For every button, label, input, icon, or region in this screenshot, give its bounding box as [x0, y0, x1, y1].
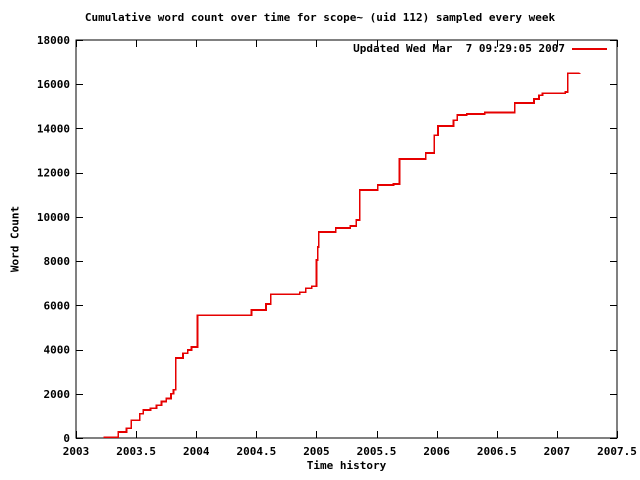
chart-title: Cumulative word count over time for scop…: [84, 11, 556, 24]
legend-line-sample-icon: [572, 47, 607, 50]
legend-label: Updated Wed Mar 7 09:29:05 2007: [353, 42, 565, 55]
y-tick-label: 4000: [44, 344, 71, 357]
data-curve: [103, 72, 581, 438]
x-tick-label: 2004.5: [236, 445, 276, 458]
y-tick-label: 14000: [37, 122, 70, 135]
y-tick-label: 6000: [44, 299, 71, 312]
y-tick-label: 16000: [37, 78, 70, 91]
x-tick-label: 2007: [544, 445, 571, 458]
x-tick-label: 2003.5: [116, 445, 156, 458]
y-tick-label: 12000: [37, 167, 70, 180]
x-tick-label: 2003: [63, 445, 90, 458]
legend: Updated Wed Mar 7 09:29:05 2007: [353, 42, 607, 55]
x-tick-label: 2004: [183, 445, 210, 458]
plot-border: [75, 39, 618, 439]
y-tick-label: 8000: [44, 255, 71, 268]
y-tick-label: 0: [63, 432, 70, 445]
x-tick-label: 2006: [423, 445, 450, 458]
x-tick-label: 2005: [303, 445, 330, 458]
x-tick-label: 2007.5: [597, 445, 637, 458]
x-tick-label: 2006.5: [477, 445, 517, 458]
x-axis-title: Time history: [306, 459, 387, 472]
x-tick-label: 2005.5: [357, 445, 397, 458]
y-tick-label: 2000: [44, 388, 71, 401]
y-tick-label: 18000: [37, 34, 70, 47]
y-tick-label: 10000: [37, 211, 70, 224]
